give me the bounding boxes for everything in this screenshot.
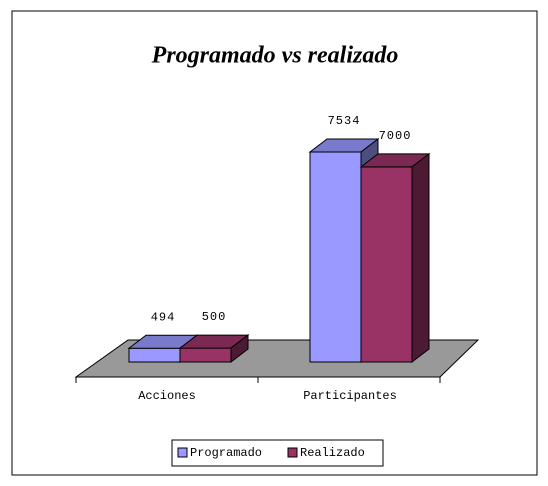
data-label: 7534 xyxy=(328,114,361,128)
legend-box xyxy=(171,439,384,467)
x-tick-label: Acciones xyxy=(138,389,196,403)
data-label: 494 xyxy=(151,310,176,324)
bar-side xyxy=(230,334,249,364)
bar-front xyxy=(309,151,362,363)
chart-title: Programado vs realizado xyxy=(151,43,399,69)
bar-side xyxy=(411,152,430,364)
bar-front xyxy=(360,166,413,363)
bar-front xyxy=(179,347,232,363)
chart-frame xyxy=(11,10,538,476)
legend-label: Programado xyxy=(190,446,262,460)
data-label: 7000 xyxy=(379,129,412,143)
legend-swatch xyxy=(177,447,188,458)
data-label: 500 xyxy=(202,310,227,324)
legend-label: Realizado xyxy=(300,446,365,460)
legend-swatch xyxy=(287,447,298,458)
bar-front xyxy=(128,347,181,363)
x-tick-label: Participantes xyxy=(303,389,397,403)
